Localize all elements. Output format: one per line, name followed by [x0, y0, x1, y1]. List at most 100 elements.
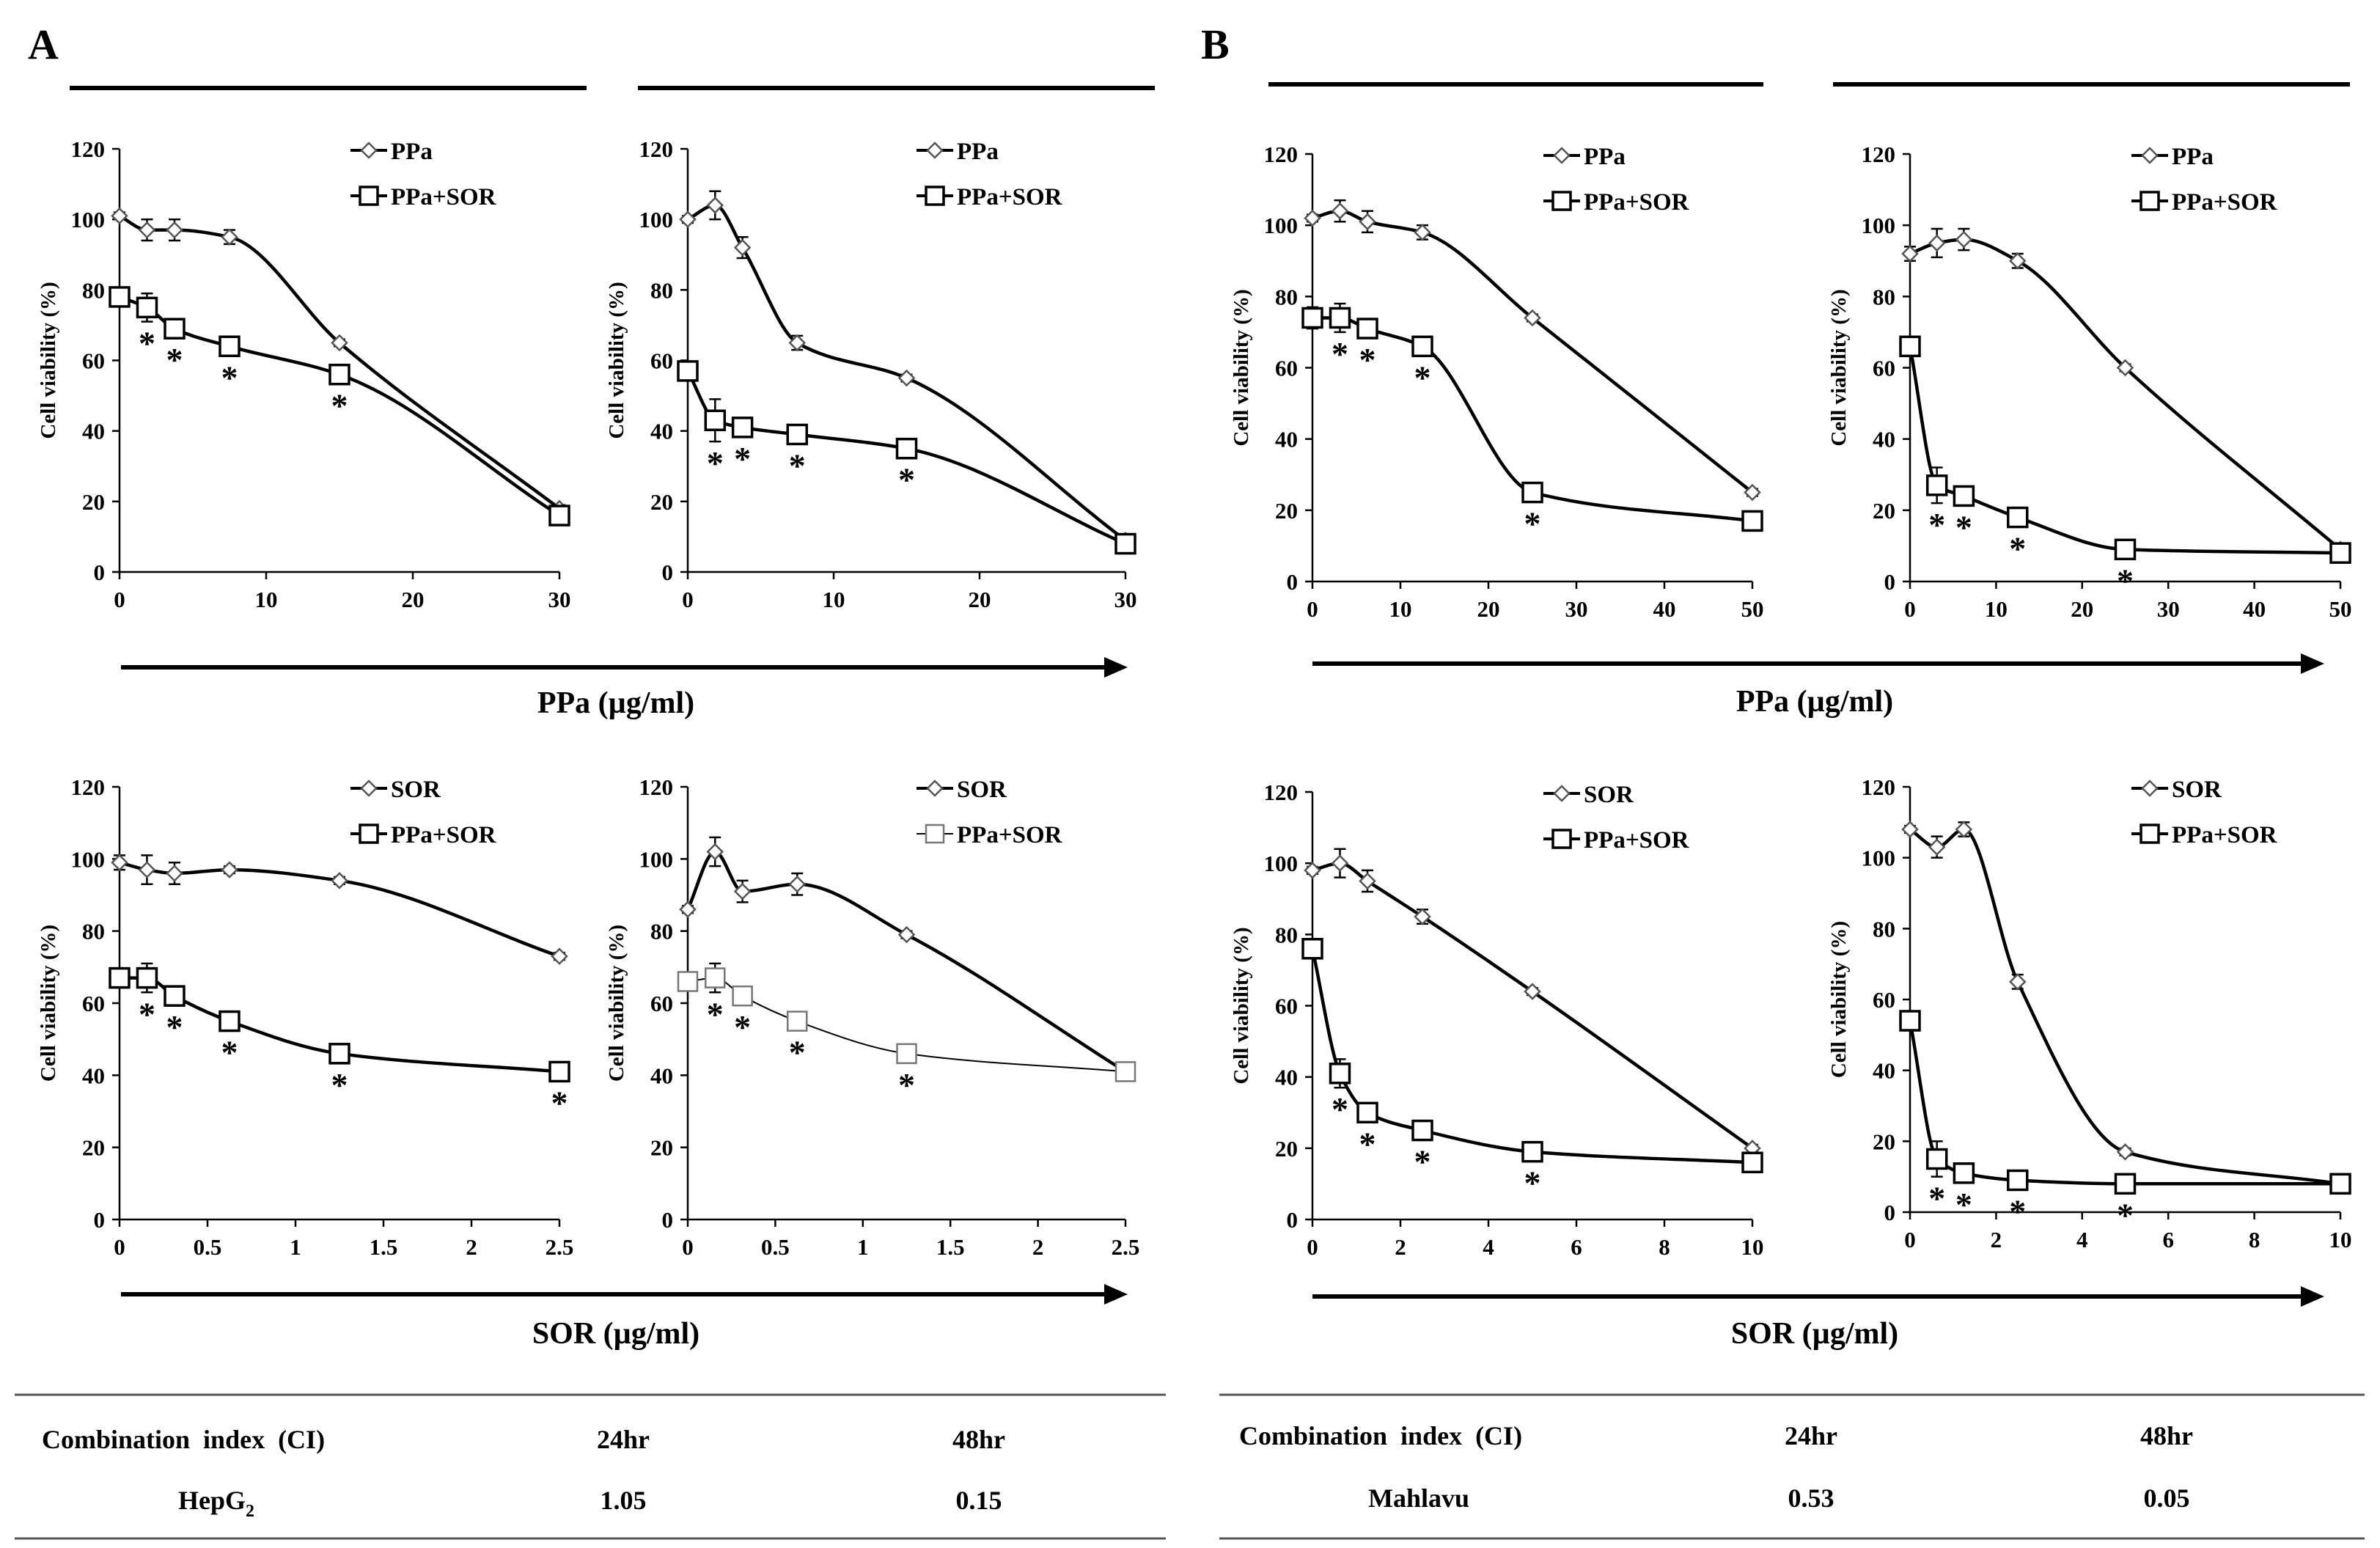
series-sor: [1304, 848, 1761, 1157]
series-line: [1908, 345, 2341, 555]
y-tick-label: 80: [650, 277, 673, 303]
x-tick-label: 1.5: [936, 1234, 965, 1260]
ppa-axis-title-b: PPa (µg/ml): [1736, 685, 1893, 719]
legend-label: PPa: [957, 139, 999, 165]
ci-value-48: 0.05: [2144, 1483, 2190, 1513]
y-tick-label: 40: [82, 419, 105, 444]
x-tick-label: 30: [548, 587, 571, 612]
data-point-square: [677, 971, 699, 992]
x-tick-label: 20: [2071, 596, 2093, 622]
y-tick-label: 20: [82, 489, 105, 515]
ci-value-24: 1.05: [600, 1486, 647, 1515]
y-tick-label: 100: [71, 207, 106, 232]
y-tick-label: 100: [1264, 851, 1299, 876]
y-tick-label: 0: [662, 560, 674, 585]
y-tick-label: 100: [1862, 845, 1896, 871]
data-point-diamond: [897, 925, 916, 944]
series-line: [686, 850, 1127, 1074]
data-point-diamond: [2008, 252, 2027, 270]
x-tick-label: 2: [1395, 1234, 1406, 1260]
y-tick-label: 100: [639, 207, 674, 232]
x-tick-label: 0: [1307, 1234, 1318, 1260]
legend-square: [1551, 191, 1572, 211]
data-point-diamond: [111, 207, 128, 225]
x-tick-label: 50: [1741, 596, 1764, 622]
data-point-square: [164, 985, 186, 1007]
data-point-diamond: [1901, 245, 1919, 263]
data-point-diamond: [166, 865, 183, 882]
legend-diamond: [360, 779, 378, 797]
significance-star: *: [734, 440, 751, 477]
data-point-square: [1356, 1101, 1378, 1123]
ci-value-48: 0.15: [956, 1486, 1002, 1515]
y-tick-label: 100: [71, 846, 106, 872]
data-point-square: [1356, 318, 1378, 340]
significance-star: *: [139, 325, 155, 362]
y-tick-label: 60: [1275, 356, 1298, 381]
data-point-square: [136, 966, 158, 989]
sor-arrow-a: [121, 1284, 1128, 1305]
legend-entry: PPa+SOR: [350, 822, 497, 848]
x-tick-label: 0: [1904, 596, 1916, 622]
plot-A-ppa-48: 0 20 40 60 80 100 120 0 10 20 30 Cell viability (%)…: [605, 136, 1137, 612]
x-tick-label: 20: [969, 587, 991, 612]
data-point-diamond: [1331, 854, 1349, 872]
significance-star: *: [166, 341, 183, 378]
y-tick-label: 100: [1264, 213, 1299, 238]
x-tick-label: 2.5: [1112, 1234, 1140, 1260]
data-point-diamond: [331, 872, 348, 889]
ci-col-48: 48hr: [2140, 1421, 2193, 1450]
data-point-diamond: [1901, 821, 1919, 838]
ppa-arrow-b: [1312, 653, 2324, 674]
data-point-square: [731, 417, 754, 439]
y-tick-label: 60: [82, 348, 105, 374]
significance-star: *: [898, 461, 915, 499]
data-point-diamond: [1955, 821, 1973, 838]
significance-star: *: [1332, 1090, 1348, 1128]
legend-label: PPa+SOR: [1584, 827, 1690, 854]
data-point-square: [2007, 506, 2029, 529]
data-point-diamond: [1304, 862, 1321, 879]
data-point-square: [787, 1010, 808, 1032]
legend-entry: PPa+SOR: [1543, 189, 1690, 216]
plot-A-sor-48: 0 20 40 60 80 100 120 0 0.5 1 1.5 2 2.5 Cell viabilit…: [605, 774, 1139, 1260]
data-point-square: [2329, 1173, 2351, 1195]
y-tick-label: 60: [650, 991, 673, 1016]
legend-label: PPa+SOR: [957, 184, 1063, 210]
y-tick-label: 80: [1873, 916, 1895, 942]
legend-label: SOR: [2172, 777, 2222, 803]
legend-entry: SOR: [917, 777, 1007, 803]
significance-star: *: [1524, 1164, 1541, 1202]
data-point-diamond: [679, 210, 697, 228]
legend-label: PPa: [391, 139, 433, 165]
panel-letter-b: B: [1201, 21, 1230, 68]
y-tick-label: 0: [1287, 1207, 1299, 1233]
data-point-square: [786, 423, 808, 446]
legend-entry: PPa+SOR: [1543, 827, 1690, 854]
y-tick-label: 80: [1275, 922, 1298, 947]
legend-entry: SOR: [350, 777, 441, 803]
data-point-diamond: [897, 369, 916, 387]
significance-star: *: [2009, 530, 2026, 568]
data-point-square: [328, 363, 350, 386]
ci-cell-line: HepG2: [178, 1486, 254, 1521]
data-point-square: [2114, 1173, 2137, 1195]
y-tick-label: 20: [1275, 498, 1298, 524]
plot-B-ppa-48: 0 20 40 60 80 100 120 0 10 20 30 40 50 Cell viability…: [1827, 142, 2352, 622]
concentration-arrows: [121, 653, 2324, 1307]
data-point-square: [1741, 510, 1763, 532]
data-point-diamond: [221, 861, 238, 878]
significance-star: *: [707, 444, 724, 482]
plot-B-sor-24: 0 20 40 60 80 100 120 0 2 4 6 8 10 Cell viability (%)…: [1230, 779, 1764, 1260]
x-tick-label: 2: [1991, 1227, 2002, 1252]
y-tick-label: 40: [650, 1063, 673, 1088]
data-point-diamond: [788, 334, 807, 352]
y-tick-label: 0: [1884, 569, 1896, 595]
data-point-square: [1899, 335, 1921, 358]
y-tick-label: 40: [1873, 1058, 1895, 1084]
significance-star: *: [789, 447, 806, 484]
series-ppa-sor: * * * * *: [109, 962, 570, 1121]
legend-entry: SOR: [2131, 777, 2222, 803]
y-tick-label: 20: [650, 489, 673, 515]
y-tick-label: 120: [71, 136, 106, 162]
